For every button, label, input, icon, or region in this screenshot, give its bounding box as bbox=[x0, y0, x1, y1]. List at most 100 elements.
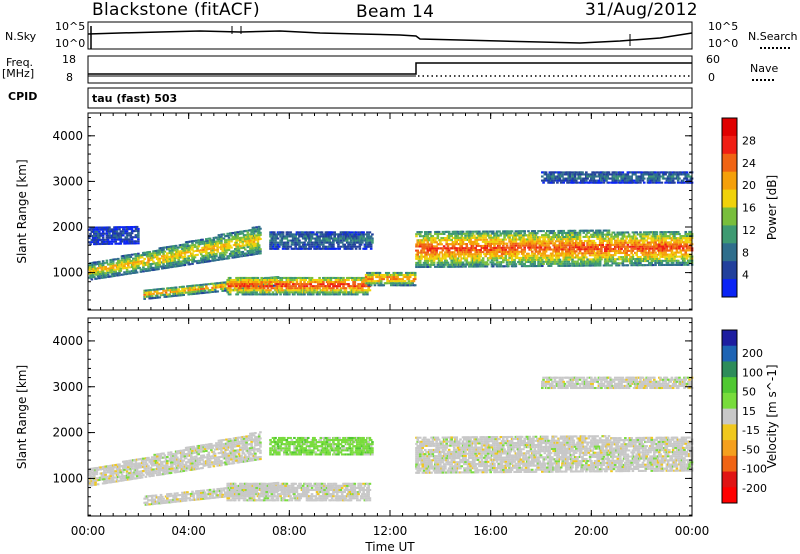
echo-cell bbox=[529, 262, 533, 266]
echo-cell bbox=[111, 230, 115, 233]
echo-cell bbox=[452, 232, 456, 235]
echo-cell bbox=[591, 241, 594, 245]
echo-cell bbox=[664, 239, 667, 242]
echo-cell bbox=[121, 267, 125, 270]
echo-cell bbox=[592, 235, 596, 238]
echo-cell bbox=[483, 238, 486, 241]
echo-cell bbox=[557, 240, 560, 243]
echo-cell bbox=[547, 262, 550, 265]
echo-cell bbox=[562, 229, 565, 232]
echo-cell bbox=[496, 246, 500, 249]
echo-cell bbox=[391, 280, 394, 283]
echo-cell bbox=[262, 287, 266, 290]
echo-cell bbox=[230, 278, 233, 282]
echo-cell bbox=[149, 265, 153, 268]
echo-cell bbox=[624, 239, 627, 242]
echo-cell bbox=[652, 233, 656, 236]
echo-cell bbox=[288, 283, 291, 286]
echo-cell bbox=[567, 252, 571, 255]
echo-cell bbox=[227, 257, 231, 260]
echo-cell bbox=[110, 238, 114, 241]
echo-cell bbox=[461, 230, 465, 233]
echo-cell bbox=[179, 250, 183, 253]
echo-cell bbox=[650, 262, 654, 265]
echo-cell bbox=[245, 293, 248, 296]
echo-cell bbox=[121, 234, 125, 237]
echo-cell bbox=[535, 254, 539, 257]
echo-cell bbox=[275, 285, 279, 288]
echo-cell bbox=[121, 226, 125, 229]
echo-cell bbox=[437, 230, 441, 233]
echo-cell bbox=[393, 271, 397, 274]
echo-cell bbox=[252, 253, 256, 256]
echo-cell bbox=[601, 231, 604, 234]
echo-cell bbox=[334, 291, 338, 294]
echo-cell bbox=[573, 260, 577, 263]
echo-cell bbox=[358, 276, 362, 279]
echo-cell bbox=[615, 249, 618, 253]
echo-cell bbox=[432, 245, 436, 248]
echo-cell bbox=[547, 254, 550, 257]
echo-cell bbox=[125, 232, 129, 235]
echo-cell bbox=[533, 242, 537, 245]
echo-cell bbox=[130, 253, 134, 256]
echo-cell bbox=[548, 240, 552, 243]
echo-cell bbox=[564, 233, 568, 237]
echo-cell bbox=[89, 276, 92, 279]
echo-cell bbox=[129, 234, 133, 237]
echo-cell bbox=[429, 265, 432, 268]
echo-cell bbox=[132, 263, 135, 266]
echo-cell bbox=[571, 254, 574, 257]
echo-cell bbox=[613, 260, 617, 263]
echo-cell bbox=[512, 240, 515, 243]
echo-cell bbox=[231, 254, 235, 257]
echo-cell bbox=[223, 249, 227, 252]
echo-cell bbox=[418, 259, 422, 262]
echo-cell bbox=[632, 233, 636, 236]
echo-cell bbox=[577, 252, 581, 255]
echo-cell bbox=[400, 280, 403, 283]
echo-cell bbox=[507, 250, 510, 253]
echo-cell bbox=[668, 231, 671, 234]
echo-cell bbox=[553, 262, 557, 265]
echo-cell bbox=[486, 259, 490, 262]
echo-cell bbox=[557, 234, 560, 237]
cpid-value: tau (fast) 503 bbox=[92, 92, 178, 105]
echo-cell bbox=[600, 248, 603, 251]
echo-cell bbox=[294, 287, 297, 290]
echo-cell bbox=[130, 226, 134, 229]
echo-cell bbox=[610, 235, 613, 238]
echo-cell bbox=[278, 285, 281, 288]
echo-cell bbox=[543, 242, 547, 245]
echo-cell bbox=[588, 260, 592, 263]
echo-cell bbox=[455, 247, 459, 250]
echo-cell bbox=[553, 232, 557, 235]
echo-cell bbox=[544, 250, 548, 253]
echo-cell bbox=[217, 246, 221, 249]
echo-cell bbox=[104, 268, 107, 271]
echo-cell bbox=[202, 250, 206, 253]
echo-cell bbox=[222, 257, 226, 261]
echo-cell bbox=[134, 263, 138, 266]
echo-cell bbox=[275, 283, 279, 286]
echo-cell bbox=[671, 251, 675, 254]
echo-cell bbox=[528, 265, 532, 268]
echo-cell bbox=[535, 256, 539, 259]
echo-cell bbox=[527, 240, 530, 243]
echo-cell bbox=[342, 285, 345, 288]
echo-cell bbox=[610, 241, 613, 244]
freq-tick-low: 8 bbox=[66, 71, 73, 84]
echo-cell bbox=[452, 243, 456, 246]
echo-cell bbox=[505, 261, 509, 264]
echo-cell bbox=[113, 268, 116, 271]
echo-cell bbox=[309, 285, 313, 288]
echo-cell bbox=[320, 278, 324, 282]
echo-cell bbox=[311, 293, 315, 296]
echo-cell bbox=[585, 252, 588, 255]
echo-cell bbox=[339, 287, 343, 290]
echo-cell bbox=[658, 247, 661, 250]
nsearch-label: N.Search bbox=[748, 30, 798, 43]
echo-cell bbox=[270, 287, 274, 290]
echo-cell bbox=[338, 293, 342, 296]
echo-cell bbox=[577, 256, 581, 259]
